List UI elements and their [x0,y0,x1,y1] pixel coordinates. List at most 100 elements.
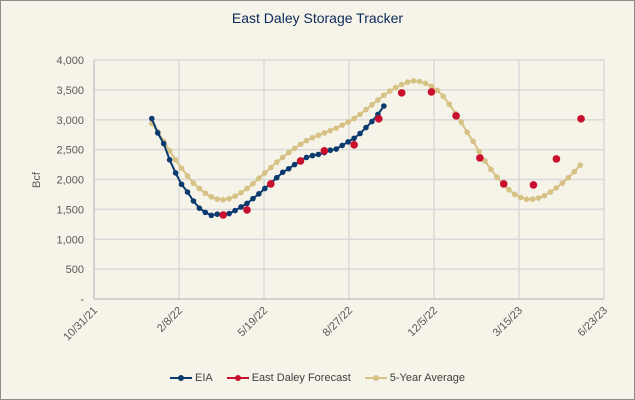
data-point-5-year-average [547,189,554,195]
data-point-eia [357,130,363,137]
data-point-5-year-average [440,93,447,100]
data-point-5-year-average [541,192,548,199]
data-point-5-year-average [470,138,476,145]
data-point-east-daley-forecast [243,206,251,214]
data-point-east-daley-forecast [452,112,460,120]
data-point-eia [262,185,268,192]
data-point-5-year-average [232,193,238,200]
data-point-eia [333,146,340,152]
data-point-5-year-average [446,101,453,108]
data-point-5-year-average [178,165,185,171]
legend-item: 5-Year Average [364,372,465,384]
data-point-5-year-average [565,174,572,181]
data-point-5-year-average [268,164,274,171]
y-tick-label: 4,000 [56,55,84,67]
data-point-east-daley-forecast [476,154,484,162]
data-point-5-year-average [571,168,578,175]
legend-label: East Daley Forecast [251,372,351,384]
data-point-5-year-average [309,134,316,141]
data-point-5-year-average [172,156,179,163]
data-point-5-year-average [404,79,411,85]
data-point-5-year-average [166,148,173,154]
data-point-east-daley-forecast [529,181,538,189]
data-point-5-year-average [208,194,215,200]
legend-label: 5-Year Average [389,372,465,384]
data-point-5-year-average [262,170,268,176]
data-point-5-year-average [345,119,351,125]
data-point-5-year-average [506,186,512,193]
data-point-5-year-average [517,194,524,201]
data-point-5-year-average [285,149,292,156]
data-point-5-year-average [184,173,191,179]
data-point-east-daley-forecast [320,147,329,155]
data-point-5-year-average [529,196,536,203]
data-point-eia [351,135,357,142]
data-point-5-year-average [464,129,470,136]
data-point-eia [232,207,238,214]
x-tick-label: 10/31/21 [61,305,100,344]
data-point-eia [345,139,351,145]
y-tick-label: 2,000 [56,175,84,187]
data-point-5-year-average [428,83,435,90]
data-point-5-year-average [303,137,310,144]
y-tick-label: 3,000 [56,115,84,127]
data-point-5-year-average [363,106,369,113]
x-tick-label: 6/23/23 [576,305,610,339]
data-point-eia [172,170,179,176]
data-point-5-year-average [523,196,530,203]
x-tick-label: 8/27/22 [321,305,355,339]
data-point-5-year-average [279,154,286,161]
x-tick-label: 12/5/22 [406,305,440,339]
data-point-5-year-average [190,180,197,186]
chart-title: East Daley Storage Tracker [231,10,404,26]
data-point-eia [279,169,286,176]
data-point-5-year-average [577,162,583,168]
data-point-east-daley-forecast [267,180,275,188]
data-point-5-year-average [214,196,221,203]
data-point-5-year-average [410,78,417,84]
y-tick-label: 1,000 [56,234,84,246]
data-point-5-year-average [256,175,262,182]
data-point-eia [160,140,167,147]
data-point-eia [327,147,334,154]
data-point-eia [369,118,375,125]
data-point-5-year-average [238,189,244,196]
data-point-5-year-average [458,119,465,125]
x-tick-label: 5/19/22 [236,305,270,339]
data-point-5-year-average [559,180,566,186]
data-point-east-daley-forecast [552,155,561,163]
data-point-east-daley-forecast [219,211,227,219]
data-point-5-year-average [476,148,482,155]
data-point-5-year-average [327,127,334,134]
y-tick-label: - [80,294,84,306]
data-point-east-daley-forecast [499,180,508,188]
data-point-5-year-average [369,102,375,108]
data-point-eia [166,156,173,163]
data-point-eia [273,174,280,181]
x-tick-label: 3/15/23 [491,305,525,339]
data-point-5-year-average [315,132,322,139]
data-point-eia [149,115,155,122]
data-point-5-year-average [321,130,328,136]
data-point-5-year-average [333,125,340,131]
data-point-east-daley-forecast [397,89,406,97]
data-point-eia [250,195,256,202]
data-point-east-daley-forecast [296,157,305,165]
data-point-5-year-average [535,195,542,201]
x-tick-label: 2/8/22 [155,305,185,335]
data-point-5-year-average [553,185,560,191]
data-point-eia [214,211,221,217]
data-point-eia [154,130,161,136]
data-point-eia [178,181,185,188]
legend-swatch-icon [169,375,192,381]
data-point-5-year-average [381,92,387,99]
data-point-5-year-average [494,174,500,180]
data-point-eia [315,151,322,158]
data-point-eia [339,142,346,149]
data-point-eia [238,204,244,210]
data-point-5-year-average [220,197,226,203]
legend: EIA East Daley Forecast 5-Year Average [0,372,635,384]
data-point-5-year-average [398,81,405,88]
data-point-5-year-average [291,145,298,152]
y-tick-label: 2,500 [56,145,84,157]
